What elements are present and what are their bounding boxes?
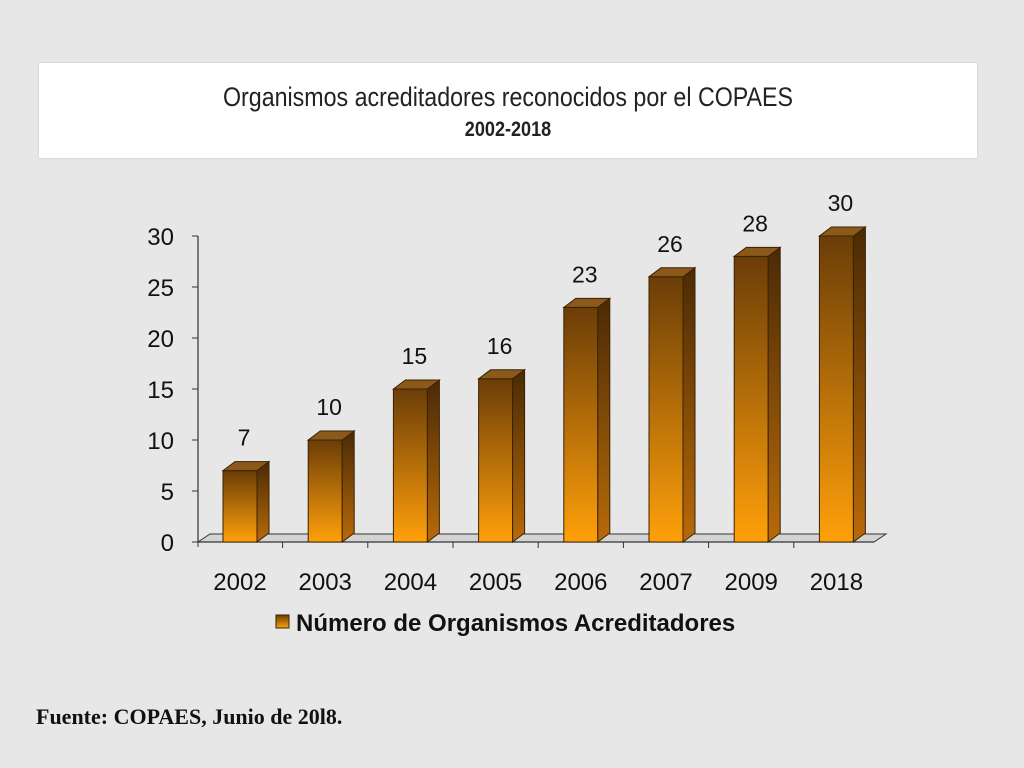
bar: [307, 439, 343, 543]
data-label: 7: [238, 425, 251, 451]
bar: [648, 276, 684, 543]
y-tick-label: 10: [147, 428, 174, 455]
chart-floor: [196, 533, 888, 547]
y-tick-label: 20: [147, 326, 174, 353]
bar: [222, 470, 258, 543]
x-tick-label: 2009: [725, 569, 778, 596]
data-label: 15: [402, 343, 428, 369]
bar: [818, 235, 854, 543]
x-tick-label: 2005: [469, 569, 522, 596]
bar-side: [682, 266, 696, 543]
data-label: 30: [828, 190, 854, 216]
legend-swatch: [275, 614, 290, 629]
x-tick-label: 2007: [639, 569, 692, 596]
bar-top: [391, 379, 441, 390]
chart-subtitle: 2002-2018: [464, 118, 552, 141]
x-tick-label: 2002: [213, 569, 266, 596]
x-tick-label: 2004: [384, 569, 437, 596]
y-tick-label: 30: [147, 224, 174, 251]
bar-top: [732, 246, 782, 257]
bar-side: [767, 246, 781, 543]
y-tick-label: 15: [147, 377, 174, 404]
bar-top: [477, 369, 527, 380]
chart-title-box: Organismos acreditadores reconocidos por…: [39, 63, 977, 158]
bar-side: [597, 297, 611, 543]
bars: [221, 226, 867, 543]
bar: [478, 378, 514, 543]
legend: Número de Organismos Acreditadores: [275, 610, 735, 637]
x-tick-label: 2006: [554, 569, 607, 596]
bar: [733, 255, 769, 543]
bar: [392, 388, 428, 543]
y-tick-label: 5: [161, 479, 174, 506]
bar-side: [852, 226, 866, 543]
legend-label: Número de Organismos Acreditadores: [296, 610, 735, 637]
data-label: 28: [742, 210, 768, 236]
chart-title: Organismos acreditadores reconocidos por…: [222, 82, 794, 112]
bar-top: [221, 461, 271, 472]
data-labels: 7 10 15 16 23 26 28 30: [238, 190, 854, 451]
y-tick-label: 0: [161, 530, 174, 557]
data-label: 23: [572, 261, 598, 287]
bar-side: [256, 460, 270, 543]
x-tick-label: 2003: [299, 569, 352, 596]
bar-top: [562, 297, 612, 308]
y-axis: 0 5 10 15 20 25 30: [147, 224, 199, 557]
chart-floor-plane: [196, 533, 888, 543]
x-tick-label: 2018: [810, 569, 863, 596]
bar-side: [512, 368, 526, 543]
bar-side: [341, 430, 355, 543]
bar-side: [426, 379, 440, 543]
x-axis-ticks: 2002 2003 2004 2005 2006 2007 2009 2018: [213, 542, 863, 596]
bar-top: [306, 430, 356, 441]
data-label: 26: [657, 231, 683, 257]
y-tick-label: 25: [147, 275, 174, 302]
bar-top: [647, 267, 697, 278]
data-label: 10: [316, 394, 342, 420]
source-note: Fuente: COPAES, Junio de 20l8.: [36, 704, 343, 729]
bar: [563, 306, 599, 543]
bar-top: [817, 226, 867, 237]
data-label: 16: [487, 333, 513, 359]
